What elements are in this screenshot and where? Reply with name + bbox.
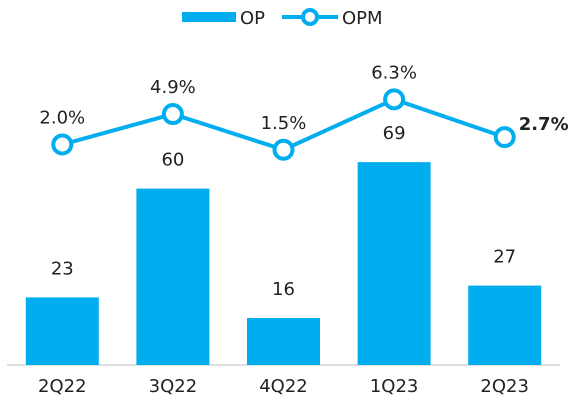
line-marker: [51, 133, 74, 156]
line-marker: [161, 103, 184, 126]
bar: [357, 162, 431, 365]
legend-marker: [301, 8, 319, 26]
x-tick-label: 3Q22: [149, 376, 198, 397]
line-marker: [383, 88, 406, 111]
legend-label: OPM: [342, 8, 383, 29]
legend-swatch: [182, 12, 236, 22]
data-label: 60: [161, 150, 184, 171]
data-label: 16: [272, 279, 295, 300]
data-label: 2.7%: [519, 114, 569, 135]
bar: [136, 188, 210, 365]
data-label: 27: [493, 247, 516, 268]
bar: [247, 317, 320, 365]
bar: [468, 285, 542, 365]
data-label: 2.0%: [39, 108, 85, 129]
data-label: 23: [51, 258, 74, 279]
bar: [25, 297, 99, 365]
line-marker: [272, 138, 295, 161]
legend-label: OP: [240, 8, 265, 29]
data-label: 69: [383, 123, 406, 144]
x-tick-label: 4Q22: [259, 376, 308, 397]
x-tick-label: 1Q23: [370, 376, 419, 397]
line-marker: [493, 126, 516, 149]
data-label: 1.5%: [261, 113, 307, 134]
data-label: 4.9%: [150, 77, 196, 98]
x-tick-label: 2Q23: [480, 376, 529, 397]
data-label: 6.3%: [371, 62, 417, 83]
x-tick-label: 2Q22: [38, 376, 87, 397]
